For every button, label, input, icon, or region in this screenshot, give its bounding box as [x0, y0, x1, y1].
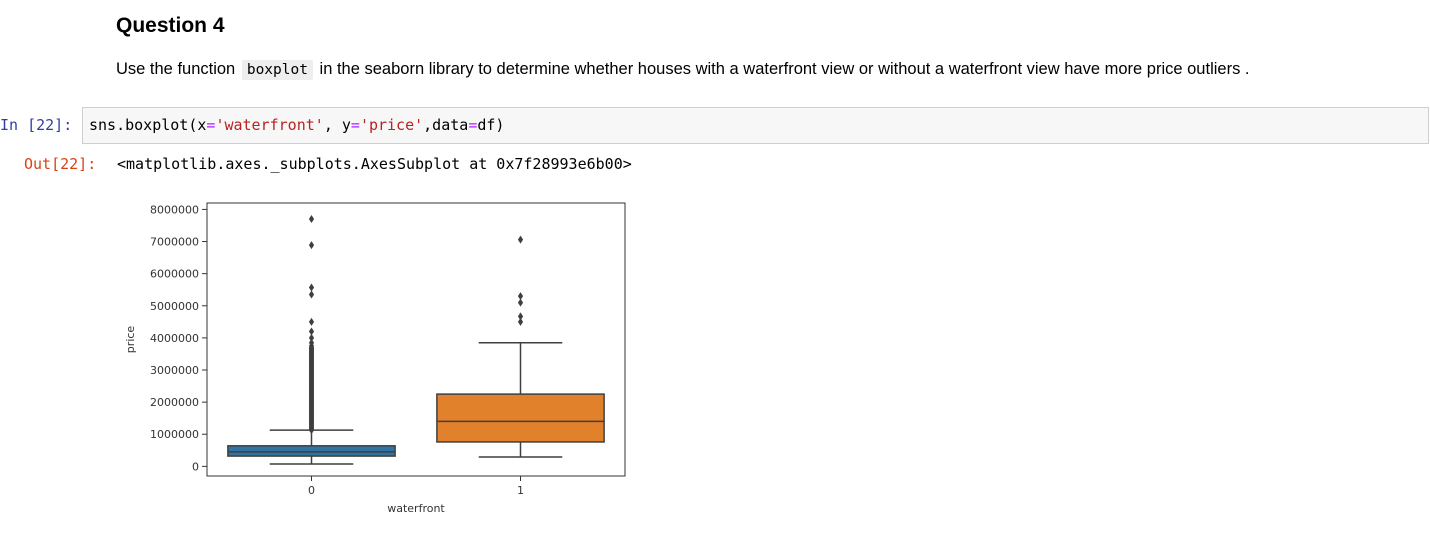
question-title: Question 4: [116, 14, 225, 37]
description-text-end: in the seaborn library to determine whet…: [319, 60, 1250, 78]
outlier-point: [308, 241, 315, 250]
code-token: sns.boxplot(x: [89, 116, 207, 134]
box: [436, 393, 605, 443]
inline-code-boxplot: boxplot: [241, 60, 313, 80]
outlier-point: [517, 292, 524, 301]
y-tick-label: 0: [192, 460, 199, 473]
y-axis-label: price: [124, 326, 137, 354]
x-tick-label: 1: [517, 484, 524, 497]
code-token-operator: =: [350, 116, 360, 134]
outlier-point: [308, 327, 315, 336]
y-tick-label: 3000000: [150, 364, 199, 377]
code-token: df): [477, 116, 505, 134]
outlier-point: [308, 317, 315, 326]
outlier-point: [308, 215, 315, 224]
code-token: ,data: [423, 116, 469, 134]
code-token-string: 'price': [359, 116, 424, 134]
code-token: , y: [323, 116, 351, 134]
y-tick-label: 5000000: [150, 300, 199, 313]
output-text: <matplotlib.axes._subplots.AxesSubplot a…: [117, 155, 632, 173]
outlier-point: [517, 317, 524, 326]
y-tick-label: 1000000: [150, 428, 199, 441]
outlier-point: [517, 235, 524, 244]
description-text-start: Use the function: [116, 60, 236, 78]
y-tick-label: 7000000: [150, 236, 199, 249]
outlier-point: [308, 283, 315, 292]
outlier-point: [308, 338, 315, 347]
output-prompt: Out[22]:: [24, 155, 97, 173]
y-tick-label: 4000000: [150, 332, 199, 345]
y-tick-label: 8000000: [150, 203, 199, 216]
code-text[interactable]: sns.boxplot(x='waterfront', y='price',da…: [89, 116, 504, 134]
boxplot-chart: 0 1000000 2000000 3000000 4000000 5000000 6000…: [124, 202, 626, 515]
input-prompt: In [22]:: [0, 116, 73, 134]
box: [227, 445, 396, 457]
question-description: Use the function boxplot in the seaborn …: [116, 60, 1250, 80]
y-tick-label: 2000000: [150, 396, 199, 409]
code-cell[interactable]: sns.boxplot(x='waterfront', y='price',da…: [82, 107, 1429, 144]
outlier-point: [517, 312, 524, 321]
outlier-point: [308, 290, 315, 299]
y-tick-label: 6000000: [150, 268, 199, 281]
x-axis-label: waterfront: [387, 502, 445, 515]
outlier-point: [517, 298, 524, 307]
code-token-operator: =: [206, 116, 216, 134]
code-token-operator: =: [468, 116, 478, 134]
x-tick-label: 0: [308, 484, 315, 497]
code-token-string: 'waterfront': [215, 116, 324, 134]
outlier-point: [308, 333, 315, 342]
plot-frame: [206, 202, 626, 477]
